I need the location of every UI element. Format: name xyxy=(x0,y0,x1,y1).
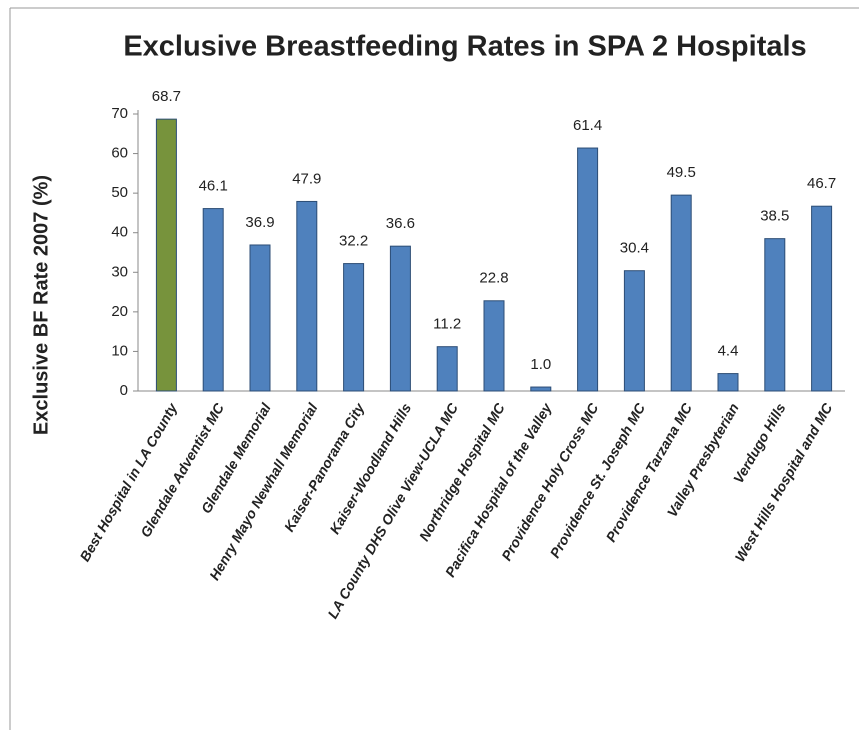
bar xyxy=(296,200,318,392)
bar xyxy=(249,244,271,392)
y-tick-label: 40 xyxy=(111,224,128,241)
y-tick-label: 0 xyxy=(120,382,128,399)
bar xyxy=(623,270,645,392)
bar xyxy=(202,208,224,392)
y-tick-label: 70 xyxy=(111,105,128,122)
value-label: 30.4 xyxy=(620,240,649,257)
y-tick-label: 60 xyxy=(111,145,128,162)
bar xyxy=(811,205,833,392)
value-label: 68.7 xyxy=(152,88,181,105)
value-label: 49.5 xyxy=(667,164,696,181)
bar xyxy=(670,194,692,392)
value-label: 22.8 xyxy=(479,270,508,287)
y-tick-label: 10 xyxy=(111,342,128,359)
y-tick-label: 20 xyxy=(111,303,128,320)
bar xyxy=(530,386,552,392)
value-label: 4.4 xyxy=(718,343,739,360)
y-tick-label: 50 xyxy=(111,184,128,201)
y-axis-label: Exclusive BF Rate 2007 (%) xyxy=(30,175,52,435)
chart-title: Exclusive Breastfeeding Rates in SPA 2 H… xyxy=(123,31,806,63)
value-label: 61.4 xyxy=(573,117,602,134)
bar xyxy=(717,373,739,392)
y-tick-label: 30 xyxy=(111,263,128,280)
value-label: 11.2 xyxy=(433,316,461,333)
bar xyxy=(436,346,458,392)
bar xyxy=(343,263,365,392)
bar xyxy=(483,300,505,392)
bar xyxy=(764,238,786,392)
bar xyxy=(577,147,599,392)
value-label: 47.9 xyxy=(292,170,321,187)
bar xyxy=(389,245,411,392)
value-label: 32.2 xyxy=(339,233,368,250)
bar xyxy=(155,118,177,392)
value-label: 38.5 xyxy=(760,208,789,225)
value-label: 36.6 xyxy=(386,215,415,232)
value-label: 46.1 xyxy=(199,178,228,195)
value-label: 36.9 xyxy=(245,214,274,231)
value-label: 1.0 xyxy=(530,356,551,373)
value-label: 46.7 xyxy=(807,175,836,192)
